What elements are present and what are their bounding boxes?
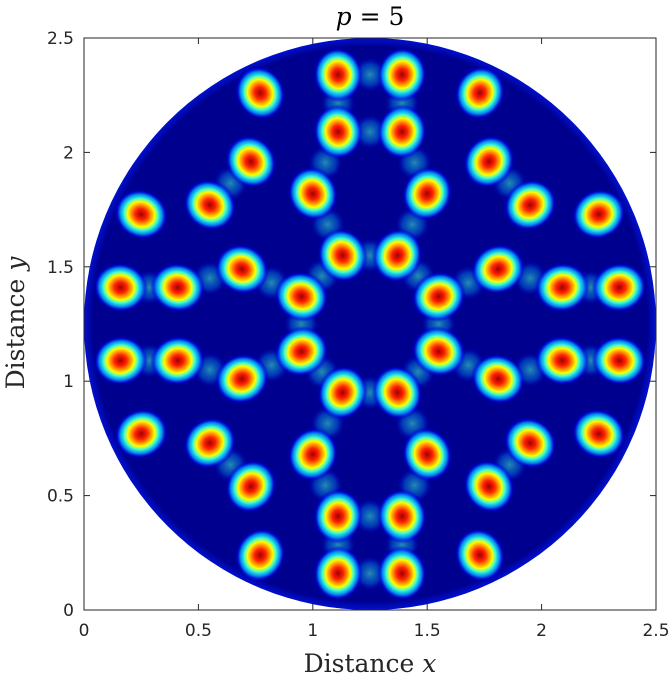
chart-title: p = 5 — [336, 2, 405, 31]
x-axis-label: Distance x — [304, 649, 437, 675]
x-tick-label: 1.5 — [414, 621, 441, 641]
data-spot — [312, 47, 364, 103]
data-spot — [287, 166, 339, 221]
x-tick-label: 2 — [536, 621, 547, 641]
data-spot — [591, 262, 647, 313]
data-spot — [214, 353, 270, 405]
data-spot — [470, 243, 526, 295]
data-spot — [114, 188, 169, 240]
y-tick-label: 1.5 — [47, 258, 74, 278]
data-spot — [93, 335, 149, 386]
axes: 0 0.5 1 1.5 2 2.5 0 0.5 1 1.5 2 2.5 — [47, 29, 670, 641]
data-spot — [287, 427, 339, 482]
data-spot — [183, 178, 237, 231]
data-spot — [93, 262, 149, 313]
y-tick-label: 0 — [63, 601, 74, 621]
data-spot — [454, 65, 506, 121]
data-spot — [317, 228, 368, 283]
y-tick-label: 2.5 — [47, 29, 74, 49]
axes-frame — [83, 37, 657, 611]
data-spot — [503, 416, 557, 469]
x-tick-label: 0.5 — [185, 621, 212, 641]
data-spot — [454, 527, 506, 583]
data-spot — [376, 46, 428, 103]
data-spot — [317, 365, 368, 420]
data-spot — [376, 104, 428, 160]
title-variable: p — [336, 2, 352, 31]
title-equation: = 5 — [352, 2, 405, 31]
data-spot — [401, 166, 453, 221]
x-tick-label: 1 — [307, 621, 318, 641]
data-spot — [274, 326, 329, 377]
data-spot — [312, 545, 364, 601]
data-spot — [372, 228, 423, 283]
data-spot — [150, 262, 206, 313]
data-spot — [312, 488, 364, 544]
y-axis-label-text: Distance — [1, 271, 30, 390]
data-spot — [214, 243, 270, 295]
data-spot — [114, 408, 169, 460]
data-spot — [503, 179, 557, 232]
data-spot — [463, 134, 515, 189]
x-axis-label-text: Distance — [304, 649, 423, 675]
data-spot — [376, 545, 428, 602]
data-spot — [571, 188, 626, 240]
x-tick-label: 0 — [79, 621, 90, 641]
y-tick-label: 2 — [63, 143, 74, 163]
x-tick-label: 2.5 — [642, 621, 669, 641]
plot-area — [84, 38, 656, 610]
data-spot — [463, 459, 515, 514]
y-axis-label-variable: y — [1, 256, 30, 272]
data-spot — [411, 326, 466, 377]
spot-layer — [93, 46, 647, 602]
data-spot — [411, 271, 466, 322]
data-spot — [225, 134, 277, 189]
data-spot — [534, 335, 590, 386]
data-spot — [401, 427, 453, 482]
data-spot — [571, 408, 626, 460]
data-spot — [372, 365, 423, 420]
y-axis-label: Distance y — [1, 256, 30, 390]
x-axis-label-variable: x — [422, 649, 436, 675]
data-spot — [150, 335, 206, 386]
data-spot — [591, 335, 647, 386]
data-spot — [470, 353, 526, 405]
y-tick-label: 0.5 — [47, 487, 74, 507]
data-spot — [183, 417, 237, 470]
y-tick-label: 1 — [63, 372, 74, 392]
data-spot — [534, 262, 590, 313]
data-spot — [274, 271, 329, 322]
data-spot — [312, 104, 364, 160]
data-spot — [225, 459, 277, 514]
data-spot — [234, 527, 286, 583]
data-spot — [234, 65, 286, 121]
data-spot — [376, 488, 428, 544]
